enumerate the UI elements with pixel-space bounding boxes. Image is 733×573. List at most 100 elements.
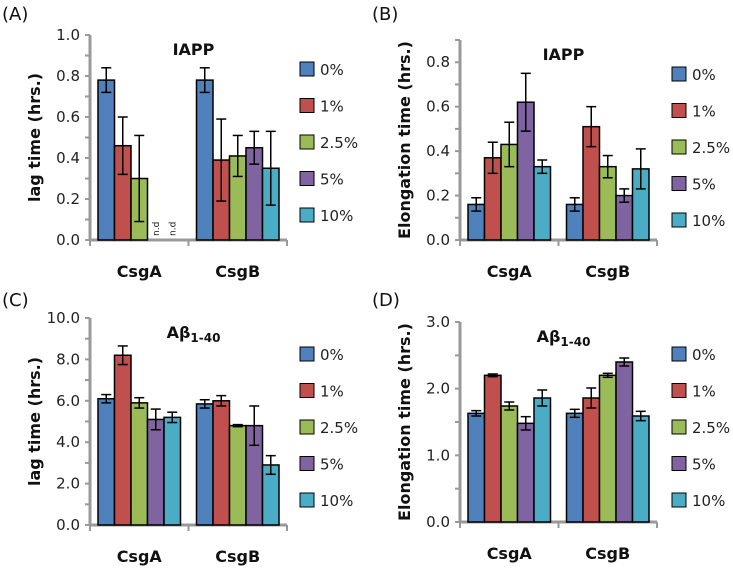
panel-a: (A) 0.0 0.2 0.4 0.6 0.8 1.0 lag time (hrs.) IAPP… [2,4,358,281]
bar-csga-1pct [483,374,502,523]
legend-swatch [299,207,315,223]
y-tick-label: 0.8 [56,67,80,85]
legend-swatch [671,66,687,82]
legend-label: 1% [692,383,716,401]
legend-swatch [671,103,687,118]
legend-label: 2.5% [692,139,730,157]
x-category-label: CsgB [215,547,260,566]
legend-swatch [671,492,687,508]
y-tick-label: 2.0 [56,475,80,493]
legend-swatch [671,346,687,362]
title-subscript: 1-40 [190,331,220,345]
bar-csga-5pct [146,418,165,526]
y-axis-label: Elongation time (hrs.) [395,323,414,521]
y-tick-label: 0.4 [426,142,450,160]
legend-swatch [671,212,687,228]
not-determined-label: n.d [152,222,162,236]
panel-label: (D) [372,290,400,311]
legend-swatch [671,139,687,155]
y-tick-label: 3.0 [426,313,450,331]
y-tick-label: 0.8 [426,53,450,71]
bar-csga-2.5pct [130,402,149,526]
legend: 0% 1% 2.5% 5% 10% [299,346,358,510]
legend-label: 2.5% [692,419,730,437]
y-tick-label: 0.0 [56,231,80,249]
bar-csga-1pct [113,354,132,526]
legend-swatch [671,419,687,435]
legend-label: 5% [692,176,716,194]
x-category-label: CsgA [117,262,163,281]
legend-label: 0% [320,346,344,364]
y-tick-label: 0.0 [426,513,450,531]
title-main: IAPP [543,45,585,64]
legend-swatch [299,171,315,186]
bar-csgb-10pct [631,415,650,523]
y-tick-label: 1.0 [56,26,80,44]
legend-swatch [671,176,687,191]
y-axis-label: Elongation time (hrs.) [395,41,414,239]
legend: 0% 1% 2.5% 5% 10% [671,346,730,510]
legend-label: 2.5% [320,134,358,152]
legend-swatch [299,492,315,508]
y-tick-label: 1.0 [426,446,450,464]
y-tick-label: 0.0 [56,516,80,534]
legend-label: 10% [320,207,353,225]
bar-csgb-2.5pct [228,424,247,526]
bar-csga-0pct [97,79,116,241]
legend-label: 1% [320,98,344,116]
chart-title: Aβ1-40 [167,323,221,345]
x-category-label: CsgA [487,262,533,281]
y-tick-label: 10.0 [47,309,80,327]
bar-csgb-0pct [565,412,584,523]
bar-csgb-1pct [212,400,231,526]
x-category-label: CsgA [487,544,533,563]
y-axis-label: lag time (hrs.) [25,357,44,486]
bar-csga-10pct [163,416,182,526]
chart-title: Aβ1-40 [537,327,591,349]
legend-label: 10% [692,492,725,510]
x-category-label: CsgB [215,262,260,281]
legend-label: 5% [320,456,344,474]
chart-title: IAPP [173,40,215,59]
bar-csga-0pct [467,412,486,523]
title-subscript: 1-40 [560,335,590,349]
legend-label: 0% [692,66,716,84]
y-tick-label: 2.0 [426,380,450,398]
bar-csgb-0pct [195,403,214,526]
bar-csgb-5pct [615,361,634,523]
y-tick-label: 0.2 [426,187,450,205]
legend-label: 2.5% [320,419,358,437]
legend-swatch [671,383,687,398]
panel-label: (C) [2,290,29,311]
legend-swatch [299,61,315,77]
bar-csga-0pct [97,397,116,526]
legend-label: 5% [692,456,716,474]
panel-b: (B) 0.0 0.2 0.4 0.6 0.8 Elongation time (hrs.)… [372,4,730,281]
bar-csga-10pct [533,165,552,241]
legend-label: 0% [320,61,344,79]
x-category-label: CsgB [585,544,630,563]
bar-csga-5pct [516,422,535,523]
panel-label: (B) [372,4,398,25]
title-main: Aβ [537,327,561,346]
bar-csga-10pct [533,397,552,523]
legend-label: 10% [320,492,353,510]
x-category-label: CsgB [585,262,630,281]
panel-label: (A) [2,4,28,25]
legend: 0% 1% 2.5% 5% 10% [299,61,358,225]
bar-csgb-0pct [195,79,214,241]
y-tick-label: 0.0 [426,231,450,249]
legend-swatch [299,134,315,150]
not-determined-label: n.d [168,222,178,236]
legend-label: 1% [692,103,716,121]
bar-csgb-2.5pct [598,374,617,523]
legend-label: 10% [692,212,725,230]
y-tick-label: 4.0 [56,433,80,451]
y-tick-label: 0.6 [56,108,80,126]
legend-label: 1% [320,383,344,401]
legend-swatch [299,419,315,435]
y-tick-label: 6.0 [56,392,80,410]
legend-swatch [671,456,687,471]
